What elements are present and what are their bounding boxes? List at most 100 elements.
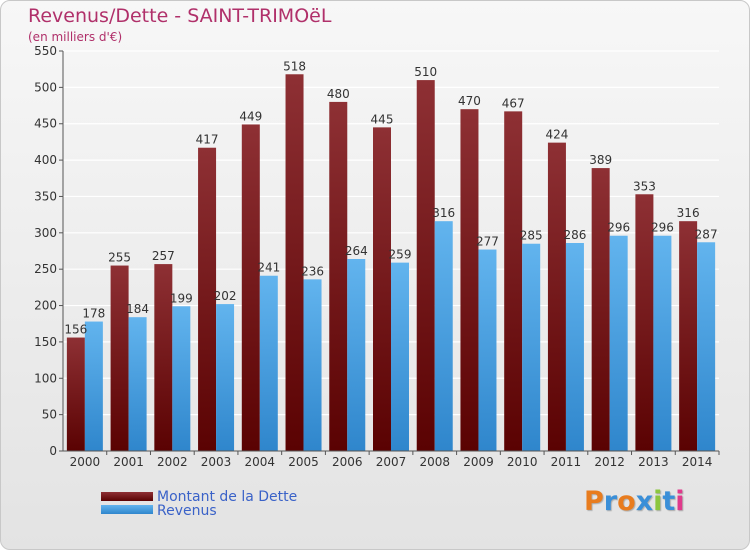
bar-revenus-2009	[478, 249, 497, 451]
logo-letter: r	[603, 486, 618, 517]
logo-letter: x	[635, 486, 654, 517]
data-label-dette-2004: 449	[239, 109, 262, 123]
data-label-revenus-2006: 264	[345, 244, 368, 258]
bar-revenus-2001	[128, 317, 147, 451]
bar-revenus-2007	[391, 262, 409, 451]
x-tick-label-2005: 2005	[288, 455, 319, 469]
data-label-revenus-2012: 296	[607, 221, 630, 235]
y-tick-label-0: 0	[49, 444, 57, 458]
data-label-revenus-2000: 178	[82, 307, 105, 321]
legend-swatch-revenus	[101, 505, 153, 514]
bar-dette-2010	[504, 111, 523, 451]
bar-revenus-2006	[347, 259, 366, 451]
y-tick-label-350: 350	[34, 189, 57, 203]
data-label-revenus-2002: 199	[170, 291, 193, 305]
y-tick-label-500: 500	[34, 80, 57, 94]
bar-revenus-2003	[216, 304, 235, 451]
y-tick-label-50: 50	[42, 408, 57, 422]
data-label-revenus-2001: 184	[126, 302, 149, 316]
x-tick-label-2009: 2009	[463, 455, 494, 469]
data-label-dette-2005: 518	[283, 59, 306, 73]
data-label-revenus-2011: 286	[563, 228, 586, 242]
bar-revenus-2012	[609, 235, 628, 451]
data-label-dette-2001: 255	[108, 251, 131, 265]
y-tick-label-550: 550	[34, 44, 57, 58]
bar-revenus-2010	[522, 243, 541, 451]
chart-title: Revenus/Dette - SAINT-TRIMOëL	[28, 5, 332, 27]
legend-swatch-dette	[101, 492, 153, 501]
data-label-dette-2002: 257	[152, 249, 175, 263]
bar-dette-2009	[460, 109, 479, 451]
bar-revenus-2004	[259, 275, 278, 451]
data-label-dette-2010: 467	[502, 96, 525, 110]
y-tick-label-250: 250	[34, 262, 57, 276]
bar-revenus-2011	[565, 243, 584, 451]
x-tick-label-2002: 2002	[157, 455, 188, 469]
data-label-revenus-2003: 202	[214, 289, 237, 303]
bar-revenus-2008	[434, 221, 453, 451]
data-label-revenus-2009: 277	[476, 235, 499, 249]
bar-dette-2007	[373, 127, 391, 451]
bar-revenus-2005	[303, 279, 322, 451]
bar-dette-2000	[66, 337, 85, 451]
data-label-revenus-2007: 259	[389, 248, 412, 262]
x-tick-label-2004: 2004	[245, 455, 276, 469]
data-label-revenus-2013: 296	[651, 221, 674, 235]
x-tick-label-2008: 2008	[419, 455, 450, 469]
data-label-dette-2007: 445	[371, 112, 394, 126]
data-label-dette-2014: 316	[677, 206, 700, 220]
chart-subtitle: (en milliers d'€)	[28, 30, 123, 44]
bar-dette-2011	[547, 142, 566, 452]
data-label-revenus-2005: 236	[301, 264, 324, 278]
logo-letter: i	[653, 486, 663, 517]
y-tick-label-400: 400	[34, 153, 57, 167]
y-tick-label-300: 300	[34, 226, 57, 240]
logo-letter: P	[584, 486, 604, 517]
x-tick-label-2006: 2006	[332, 455, 363, 469]
bar-dette-2004	[241, 124, 260, 452]
legend-label-dette: Montant de la Dette	[157, 489, 298, 505]
bar-revenus-2000	[84, 321, 103, 451]
data-label-dette-2013: 353	[633, 179, 656, 193]
data-label-revenus-2014: 287	[695, 227, 718, 241]
bar-dette-2001	[110, 265, 129, 451]
bar-dette-2005	[285, 74, 304, 451]
bar-revenus-2013	[653, 235, 672, 451]
bar-layer	[66, 74, 716, 452]
axis-layer: 0 50 100 150 200 250 300 350 400 450 500 550 2000 200…	[34, 44, 720, 469]
proxiti-logo: Proxiti	[584, 486, 685, 517]
logo-letter: i	[675, 486, 685, 517]
y-tick-label-100: 100	[34, 371, 57, 385]
bar-dette-2002	[154, 264, 173, 451]
y-tick-label-450: 450	[34, 117, 57, 131]
x-tick-label-2011: 2011	[551, 455, 582, 469]
bar-dette-2014	[679, 221, 698, 451]
y-tick-label-150: 150	[34, 335, 57, 349]
data-label-revenus-2010: 285	[520, 229, 543, 243]
data-label-revenus-2004: 241	[257, 261, 280, 275]
bar-revenus-2002	[172, 306, 191, 451]
logo-letter: o	[617, 486, 636, 517]
data-label-dette-2003: 417	[196, 133, 219, 147]
data-label-revenus-2008: 316	[432, 206, 455, 220]
x-tick-label-2014: 2014	[682, 455, 713, 469]
x-tick-label-2010: 2010	[507, 455, 538, 469]
data-label-dette-2006: 480	[327, 87, 350, 101]
bar-dette-2012	[591, 168, 610, 451]
x-tick-label-2012: 2012	[594, 455, 625, 469]
legend-label-revenus: Revenus	[157, 503, 217, 519]
logo-letter: t	[662, 486, 676, 517]
x-tick-label-2000: 2000	[70, 455, 101, 469]
data-label-dette-2012: 389	[589, 153, 612, 167]
bar-dette-2008	[416, 80, 435, 451]
bar-dette-2006	[329, 101, 348, 451]
x-tick-label-2001: 2001	[113, 455, 144, 469]
data-label-dette-2008: 510	[414, 65, 437, 79]
bar-dette-2013	[635, 194, 654, 452]
bar-revenus-2014	[697, 242, 716, 451]
data-label-dette-2011: 424	[545, 128, 568, 142]
x-tick-label-2007: 2007	[376, 455, 407, 469]
data-label-dette-2000: 156	[64, 323, 87, 337]
